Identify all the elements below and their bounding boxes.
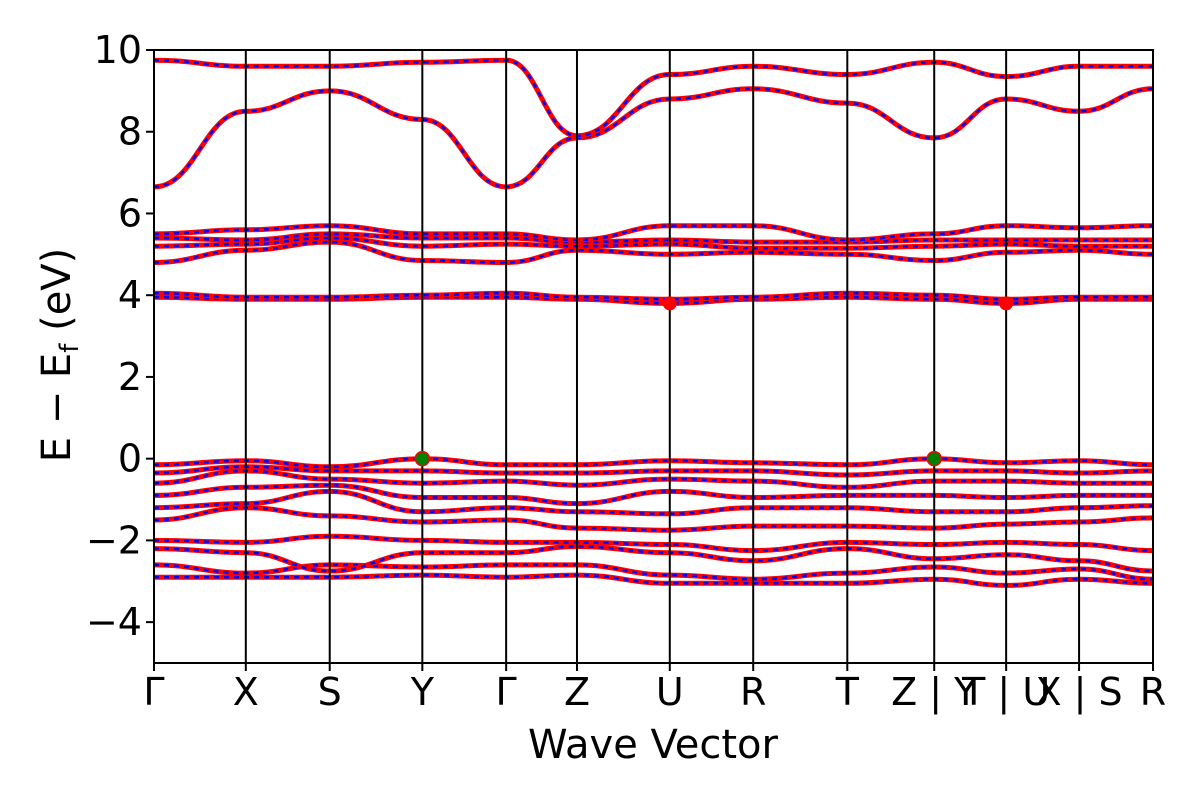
y-axis-label-sub: f: [55, 343, 85, 353]
x-tick-label: U: [656, 670, 684, 714]
x-tick-label: Γ: [496, 670, 517, 714]
band-line-6-spin-down: [154, 490, 1153, 516]
x-tick-label: Y: [410, 670, 435, 714]
y-axis-label-main: E − E: [34, 353, 80, 463]
cbm-marker-1: [662, 296, 677, 311]
x-tick-label: Z | Y: [891, 670, 978, 715]
x-tick-label: X | S: [1036, 670, 1123, 715]
plot-area: [153, 50, 1154, 663]
axes: −4 −2 0 2 4 6 8 10 Γ X S Y Γ Z U R T Z | YT | UX | S R: [86, 28, 1166, 715]
y-tick-label: 8: [118, 110, 142, 154]
x-axis-label: Wave Vector: [528, 722, 779, 768]
x-tick-label: R: [1140, 670, 1166, 714]
band-line-5-spin-down: [154, 506, 1153, 532]
band-line-10-spin-down: [154, 457, 1153, 469]
y-tick-label: 10: [94, 28, 142, 72]
y-tick-label: −4: [86, 600, 142, 644]
band-line-8-spin-down: [154, 469, 1153, 489]
y-tick-label: 4: [118, 273, 142, 317]
band-line-13-spin-down: [154, 240, 1153, 264]
y-axis-label: E − Ef (eV): [34, 248, 85, 463]
x-tick-label: R: [740, 670, 766, 714]
band-line-4-spin-down: [154, 535, 1153, 552]
y-tick-label: −2: [86, 518, 142, 562]
plot-frame: [153, 49, 1154, 664]
band-line-14-spin-down: [154, 236, 1153, 250]
x-tick-label: Γ: [143, 670, 164, 714]
vbm-marker-1: [414, 450, 431, 467]
y-axis-label-unit: (eV): [34, 248, 80, 344]
band-line-1-spin-down: [154, 573, 1153, 587]
x-tick-label: Z: [564, 670, 590, 714]
band-line-2-spin-down: [154, 563, 1153, 581]
bands-group: [154, 57, 1153, 588]
band-line-17-spin-down: [154, 87, 1153, 189]
band-line-18-spin-down: [154, 58, 1153, 138]
x-tick-label: T | U: [961, 670, 1050, 715]
band-line-7-spin-down: [154, 483, 1153, 505]
band-line-17-spin-up: [154, 86, 1153, 190]
y-tick-label: 6: [118, 191, 142, 235]
x-tick-label: T: [835, 670, 860, 714]
y-tick-label: 2: [118, 355, 142, 399]
y-tick-label: 0: [118, 437, 142, 481]
x-tick-label: X: [233, 670, 259, 714]
band-line-16-spin-down: [154, 224, 1153, 242]
x-tick-label: S: [318, 670, 342, 714]
cbm-marker-2: [999, 296, 1014, 311]
vbm-marker-2: [926, 450, 942, 467]
